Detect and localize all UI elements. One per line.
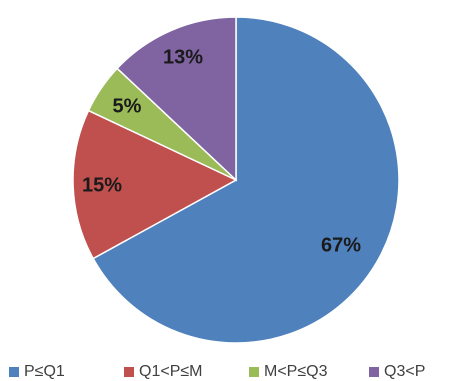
legend-swatch-2 [124, 367, 134, 377]
pie-slice-2 [72, 109, 238, 260]
slice-label-1: 67% [321, 234, 361, 256]
legend-item-4: Q3<P [369, 363, 425, 380]
slice-label-2: 15% [82, 174, 122, 196]
legend: P≤Q1 Q1<P≤M M<P≤Q3 Q3<P [9, 363, 425, 380]
legend-label-3: M<P≤Q3 [264, 363, 328, 380]
legend-label-1: P≤Q1 [24, 363, 65, 380]
pie-slice-1 [92, 16, 400, 344]
legend-label-2: Q1<P≤M [139, 363, 202, 380]
legend-swatch-3 [249, 367, 259, 377]
legend-item-2: Q1<P≤M [124, 363, 202, 380]
pie-data-labels: 67% 15% 5% 13% [82, 46, 361, 256]
legend-item-1: P≤Q1 [9, 363, 65, 380]
legend-swatch-1 [9, 367, 19, 377]
pie-slices [72, 16, 400, 344]
legend-swatch-4 [369, 367, 379, 377]
legend-item-3: M<P≤Q3 [249, 363, 328, 380]
slice-label-3: 5% [113, 95, 142, 117]
legend-label-4: Q3<P [384, 363, 425, 380]
pie-slice-4 [116, 16, 237, 182]
slice-label-4: 13% [163, 46, 203, 68]
